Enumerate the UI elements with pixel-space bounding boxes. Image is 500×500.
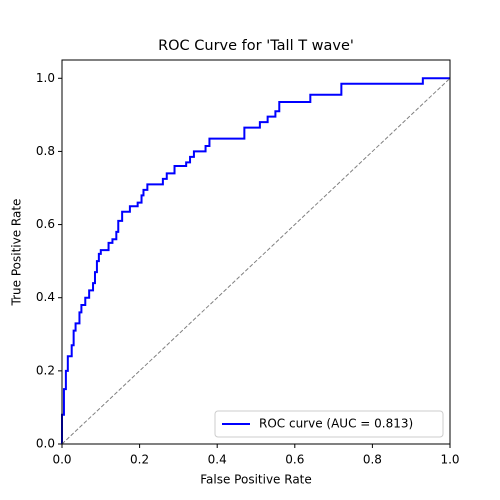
plot-frame <box>61 59 451 445</box>
y-tick-label: 0.8 <box>36 144 55 158</box>
x-axis-label: False Positive Rate <box>200 473 312 487</box>
x-tick-label: 0.4 <box>208 453 227 467</box>
y-tick-label: 0.6 <box>36 217 55 231</box>
x-tick-label: 0.0 <box>52 453 71 467</box>
line <box>61 77 451 445</box>
y-tick-label: 1.0 <box>36 71 55 85</box>
x-tick-label: 0.6 <box>285 453 304 467</box>
x-tick-label: 0.2 <box>130 453 149 467</box>
line <box>61 77 450 444</box>
x-tick-label: 0.8 <box>363 453 382 467</box>
y-axis-label: True Positive Rate <box>10 199 24 307</box>
legend-label: ROC curve (AUC = 0.813) <box>259 417 413 431</box>
y-tick-label: 0.4 <box>36 290 55 304</box>
x-tick-label: 1.0 <box>440 453 459 467</box>
chart-title: ROC Curve for 'Tall T wave' <box>158 38 354 54</box>
y-tick-label: 0.0 <box>36 437 55 451</box>
legend-box <box>214 410 444 438</box>
y-tick-label: 0.2 <box>36 363 55 377</box>
